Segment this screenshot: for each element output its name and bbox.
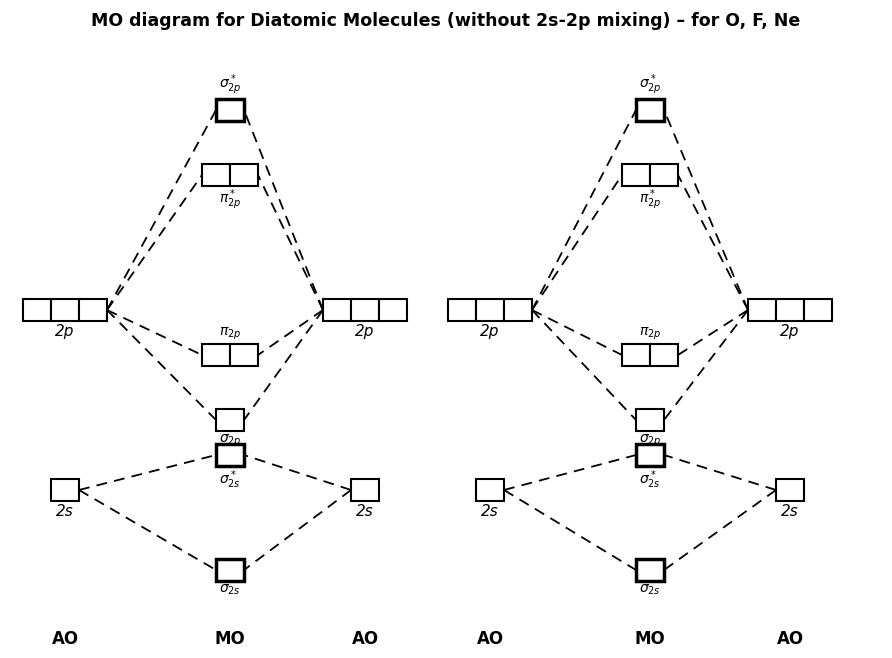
Bar — [650, 164, 678, 186]
Bar — [216, 409, 244, 431]
Bar — [351, 299, 379, 321]
Bar — [622, 344, 650, 366]
Text: $\sigma_{2s}$: $\sigma_{2s}$ — [639, 583, 661, 597]
Text: 2p: 2p — [355, 324, 375, 339]
Bar — [804, 299, 832, 321]
Text: $\sigma_{2s}$: $\sigma_{2s}$ — [219, 583, 241, 597]
Bar — [776, 479, 804, 501]
Bar — [650, 344, 678, 366]
Bar — [51, 479, 79, 501]
Text: 2s: 2s — [356, 504, 374, 519]
Bar — [323, 299, 351, 321]
Text: 2s: 2s — [56, 504, 74, 519]
Text: 2p: 2p — [55, 324, 75, 339]
Text: MO diagram for Diatomic Molecules (without 2s-2p mixing) – for O, F, Ne: MO diagram for Diatomic Molecules (witho… — [91, 12, 801, 30]
Bar — [636, 99, 664, 121]
Text: AO: AO — [351, 630, 378, 648]
Bar — [23, 299, 51, 321]
Bar — [216, 444, 244, 466]
Text: $\pi_{2p}$: $\pi_{2p}$ — [639, 326, 661, 342]
Bar — [351, 479, 379, 501]
Bar — [79, 299, 107, 321]
Text: 2p: 2p — [480, 324, 500, 339]
Text: MO: MO — [634, 630, 665, 648]
Bar — [448, 299, 476, 321]
Text: $\sigma_{2p}$: $\sigma_{2p}$ — [219, 433, 242, 449]
Bar — [636, 559, 664, 581]
Bar — [51, 299, 79, 321]
Text: $\sigma^*_{2s}$: $\sigma^*_{2s}$ — [219, 468, 241, 491]
Bar — [748, 299, 776, 321]
Text: MO: MO — [215, 630, 245, 648]
Bar — [636, 409, 664, 431]
Bar — [216, 99, 244, 121]
Bar — [379, 299, 407, 321]
Text: $\pi^*_{2p}$: $\pi^*_{2p}$ — [639, 188, 661, 213]
Bar — [476, 299, 504, 321]
Text: $\sigma_{2p}$: $\sigma_{2p}$ — [639, 433, 661, 449]
Text: 2p: 2p — [780, 324, 800, 339]
Text: 2s: 2s — [781, 504, 799, 519]
Bar — [202, 164, 230, 186]
Bar — [230, 344, 258, 366]
Bar — [622, 164, 650, 186]
Text: $\sigma^*_{2p}$: $\sigma^*_{2p}$ — [219, 72, 242, 97]
Text: AO: AO — [476, 630, 504, 648]
Bar — [202, 344, 230, 366]
Bar — [216, 559, 244, 581]
Text: $\sigma^*_{2p}$: $\sigma^*_{2p}$ — [639, 72, 661, 97]
Text: 2s: 2s — [481, 504, 499, 519]
Bar — [776, 299, 804, 321]
Text: AO: AO — [776, 630, 804, 648]
Text: $\pi_{2p}$: $\pi_{2p}$ — [219, 326, 241, 342]
Text: $\pi^*_{2p}$: $\pi^*_{2p}$ — [219, 188, 241, 213]
Text: $\sigma^*_{2s}$: $\sigma^*_{2s}$ — [639, 468, 661, 491]
Bar — [636, 444, 664, 466]
Bar — [476, 479, 504, 501]
Text: AO: AO — [52, 630, 78, 648]
Bar — [230, 164, 258, 186]
Bar — [504, 299, 532, 321]
